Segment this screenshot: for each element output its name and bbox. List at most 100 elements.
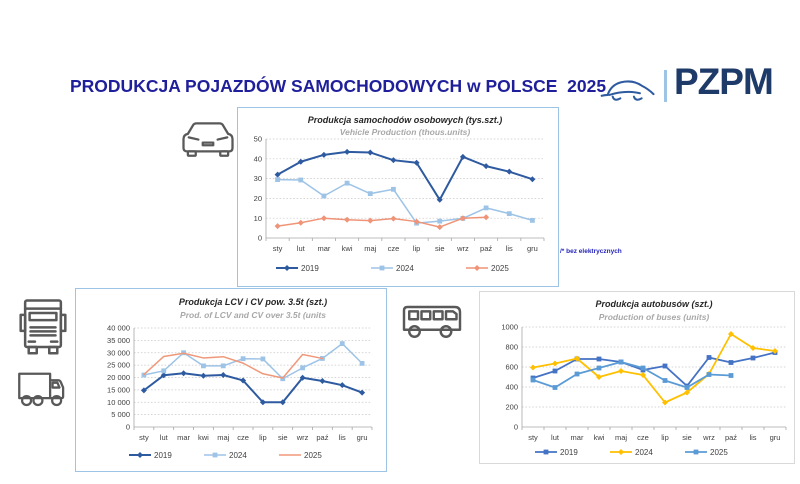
series-2025 bbox=[530, 359, 734, 390]
data-point-square bbox=[344, 180, 350, 186]
data-point-diamond bbox=[596, 374, 602, 380]
chart-subtitle: Vehicle Production (thous.units) bbox=[340, 127, 471, 137]
data-point-square bbox=[618, 359, 624, 365]
data-point-square bbox=[161, 368, 167, 374]
data-point-square bbox=[321, 193, 327, 199]
x-tick-label: gru bbox=[527, 244, 538, 253]
data-point-diamond bbox=[344, 216, 351, 223]
legend-item-2024: 2024 bbox=[204, 451, 247, 460]
buses-chart-svg: Produkcja autobusów (szt.) Production of … bbox=[501, 299, 787, 457]
bus-side-icon bbox=[400, 300, 464, 347]
data-point-diamond bbox=[436, 196, 443, 203]
data-point-square bbox=[359, 360, 365, 366]
data-point-diamond bbox=[160, 372, 167, 379]
data-point-square bbox=[596, 365, 602, 371]
data-point-diamond bbox=[459, 153, 466, 160]
x-tick-label: lis bbox=[339, 433, 346, 442]
series-2025 bbox=[274, 214, 490, 231]
data-point-diamond bbox=[339, 382, 346, 389]
chart-subtitle: Prod. of LCV and CV over 3.5t (units bbox=[180, 310, 326, 320]
x-tick-label: lut bbox=[160, 433, 169, 442]
data-point-diamond bbox=[459, 215, 466, 222]
y-tick-label: 25 000 bbox=[107, 361, 130, 370]
data-point-square bbox=[596, 356, 602, 362]
chart-title: Produkcja autobusów (szt.) bbox=[595, 299, 712, 309]
data-point-square bbox=[662, 378, 668, 383]
data-point-square bbox=[391, 186, 396, 192]
passenger-cars-chart-svg: Produkcja samochodów osobowych (tys.szt.… bbox=[254, 115, 545, 273]
y-tick-label: 10 000 bbox=[107, 398, 130, 407]
x-tick-label: wrz bbox=[296, 433, 309, 442]
x-tick-label: lis bbox=[506, 244, 513, 253]
legend-item-2019: 2019 bbox=[129, 451, 172, 460]
data-point-square bbox=[367, 191, 373, 197]
y-tick-label: 10 bbox=[254, 214, 262, 223]
data-point-diamond bbox=[529, 176, 536, 183]
car-front-icon bbox=[180, 118, 236, 167]
y-tick-label: 15 000 bbox=[107, 385, 130, 394]
legend-item-2024: 2024 bbox=[371, 264, 414, 273]
lcv-cv-chart-svg: Produkcja LCV i CV pow. 3.5t (szt.) Prod.… bbox=[107, 297, 373, 460]
passenger-car-chart-panel: Produkcja samochodów osobowych (tys.szt.… bbox=[237, 107, 559, 287]
legend-label: 2024 bbox=[229, 451, 247, 460]
chart-title: Produkcja LCV i CV pow. 3.5t (szt.) bbox=[179, 297, 327, 307]
x-tick-label: gru bbox=[357, 433, 368, 442]
series-2025 bbox=[143, 352, 324, 379]
data-point-square bbox=[552, 385, 558, 390]
x-tick-label: sie bbox=[435, 244, 445, 253]
y-tick-label: 200 bbox=[505, 403, 518, 412]
x-tick-label: lis bbox=[749, 433, 756, 442]
data-point-diamond bbox=[552, 360, 558, 367]
data-point-diamond bbox=[180, 370, 187, 377]
data-point-diamond bbox=[299, 374, 306, 381]
data-point-diamond bbox=[772, 348, 778, 354]
y-tick-label: 30 000 bbox=[107, 348, 130, 357]
data-point-diamond bbox=[750, 345, 756, 351]
data-point-diamond bbox=[574, 355, 580, 362]
x-tick-label: mar bbox=[177, 433, 190, 442]
data-point-square bbox=[750, 355, 756, 361]
x-tick-label: paź bbox=[725, 433, 737, 442]
data-point-diamond bbox=[297, 158, 304, 165]
x-tick-label: lip bbox=[413, 244, 421, 253]
legend-item-2025: 2025 bbox=[279, 451, 322, 460]
data-point-diamond bbox=[359, 389, 366, 396]
data-point-diamond bbox=[240, 377, 247, 384]
x-tick-label: paź bbox=[480, 244, 492, 253]
data-point-diamond bbox=[284, 265, 290, 271]
series-2019 bbox=[274, 148, 536, 203]
x-tick-label: maj bbox=[364, 244, 376, 253]
data-point-diamond bbox=[367, 149, 374, 156]
y-tick-label: 35 000 bbox=[107, 336, 130, 345]
y-tick-label: 20 000 bbox=[107, 373, 130, 382]
legend-item-2019: 2019 bbox=[276, 264, 319, 273]
legend-item-2024: 2024 bbox=[610, 448, 653, 457]
series-2019 bbox=[530, 350, 778, 389]
x-tick-label: maj bbox=[615, 433, 627, 442]
pzpm-car-logo bbox=[597, 72, 659, 111]
x-tick-label: lut bbox=[551, 433, 560, 442]
truck-front-icon bbox=[18, 296, 68, 369]
data-point-square bbox=[552, 368, 558, 374]
data-point-diamond bbox=[274, 223, 281, 230]
data-point-diamond bbox=[483, 163, 490, 170]
data-point-square bbox=[339, 341, 345, 346]
data-point-square bbox=[662, 363, 668, 369]
data-point-diamond bbox=[390, 157, 397, 164]
data-point-diamond bbox=[506, 168, 513, 175]
x-tick-label: gru bbox=[770, 433, 781, 442]
data-point-diamond bbox=[279, 399, 286, 406]
x-tick-label: sie bbox=[278, 433, 288, 442]
y-tick-label: 40 bbox=[254, 154, 262, 163]
x-tick-label: sie bbox=[682, 433, 692, 442]
data-point-diamond bbox=[618, 368, 624, 374]
legend-label: 2019 bbox=[154, 451, 172, 460]
chart-title: Produkcja samochodów osobowych (tys.szt.… bbox=[308, 115, 503, 125]
data-point-square bbox=[706, 355, 712, 360]
data-point-diamond bbox=[137, 452, 143, 458]
data-point-square bbox=[240, 356, 246, 362]
data-point-square bbox=[220, 363, 226, 369]
data-point-square bbox=[483, 205, 489, 211]
y-tick-label: 50 bbox=[254, 135, 262, 144]
